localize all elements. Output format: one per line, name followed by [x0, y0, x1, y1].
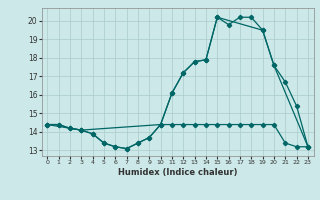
X-axis label: Humidex (Indice chaleur): Humidex (Indice chaleur)	[118, 168, 237, 177]
